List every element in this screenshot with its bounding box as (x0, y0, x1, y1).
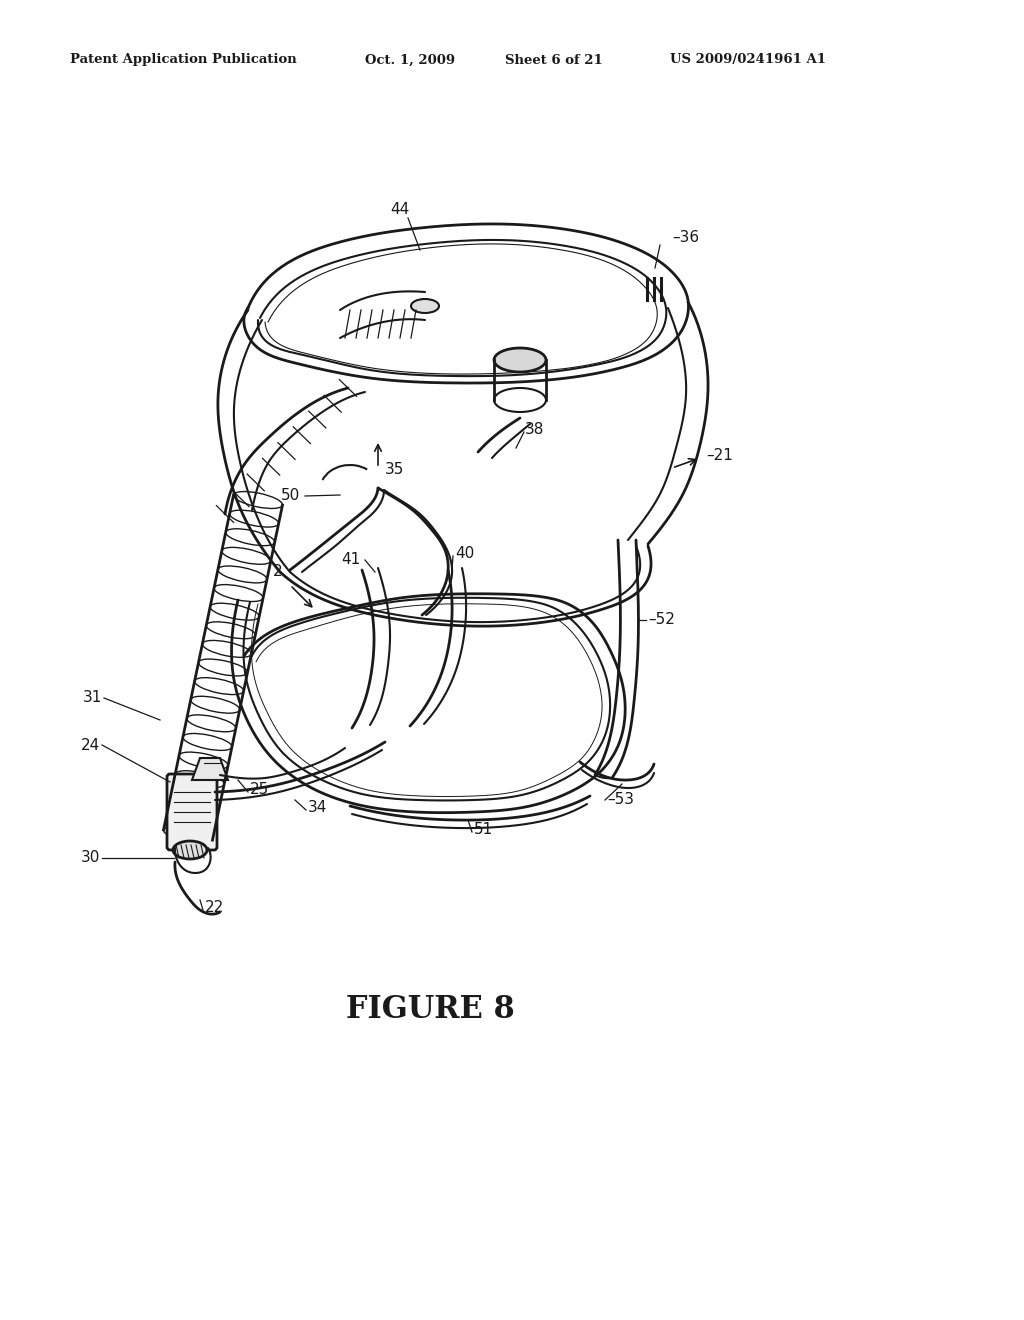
Text: US 2009/0241961 A1: US 2009/0241961 A1 (670, 54, 826, 66)
Text: 34: 34 (308, 800, 328, 816)
Text: 25: 25 (250, 783, 269, 797)
Text: –52: –52 (648, 612, 675, 627)
Text: 41: 41 (341, 553, 360, 568)
Text: –36: –36 (672, 231, 699, 246)
Text: 38: 38 (525, 422, 545, 437)
Text: 40: 40 (455, 546, 474, 561)
Text: Patent Application Publication: Patent Application Publication (70, 54, 297, 66)
Ellipse shape (173, 841, 207, 859)
Text: FIGURE 8: FIGURE 8 (346, 994, 514, 1026)
FancyBboxPatch shape (167, 774, 217, 850)
Text: Oct. 1, 2009: Oct. 1, 2009 (365, 54, 455, 66)
Text: 2: 2 (273, 565, 283, 579)
Text: 51: 51 (474, 822, 494, 837)
Text: 35: 35 (385, 462, 404, 478)
Text: 31: 31 (83, 690, 102, 705)
Text: –21: –21 (706, 449, 733, 463)
Text: 24: 24 (81, 738, 100, 752)
Text: 50: 50 (281, 488, 300, 503)
Ellipse shape (411, 300, 439, 313)
Polygon shape (193, 758, 228, 780)
Text: 30: 30 (81, 850, 100, 866)
Text: Sheet 6 of 21: Sheet 6 of 21 (505, 54, 603, 66)
Text: 22: 22 (205, 900, 224, 916)
Text: –53: –53 (607, 792, 634, 808)
Ellipse shape (494, 348, 546, 372)
Text: 44: 44 (390, 202, 410, 218)
